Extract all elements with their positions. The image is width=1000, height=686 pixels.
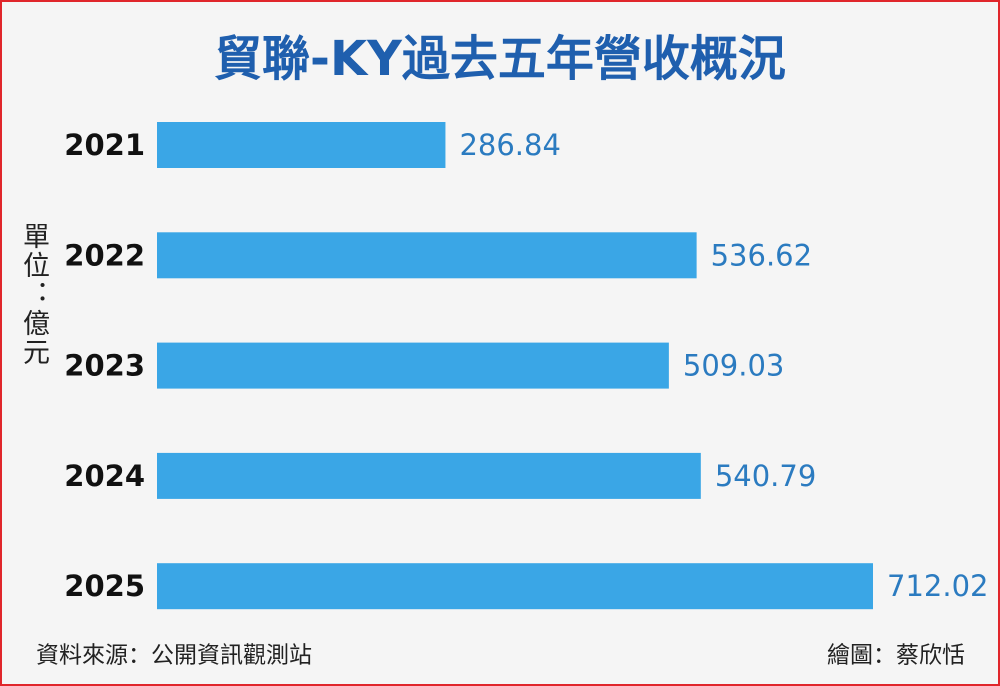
data-label: 712.02 <box>887 569 988 603</box>
y-tick-label: 2023 <box>64 349 145 383</box>
credit: 繪圖：蔡欣恬 <box>827 643 965 669</box>
data-label: 540.79 <box>715 459 816 493</box>
bar <box>157 232 697 279</box>
y-tick-label: 2022 <box>64 238 145 272</box>
y-tick-label: 2024 <box>64 459 145 493</box>
chart-title: 貿聯-KY過去五年營收概況 <box>214 31 786 87</box>
bar <box>157 122 446 168</box>
unit-label: 單位：億元 <box>18 222 49 367</box>
y-tick-label: 2021 <box>64 128 145 162</box>
data-label: 509.03 <box>683 349 784 383</box>
bar <box>157 563 873 610</box>
source: 資料來源：公開資訊觀測站 <box>36 643 312 669</box>
bar <box>157 452 701 499</box>
bar <box>157 342 669 389</box>
y-tick-label: 2025 <box>64 569 145 603</box>
data-label: 286.84 <box>459 128 560 162</box>
data-label: 536.62 <box>711 238 812 272</box>
